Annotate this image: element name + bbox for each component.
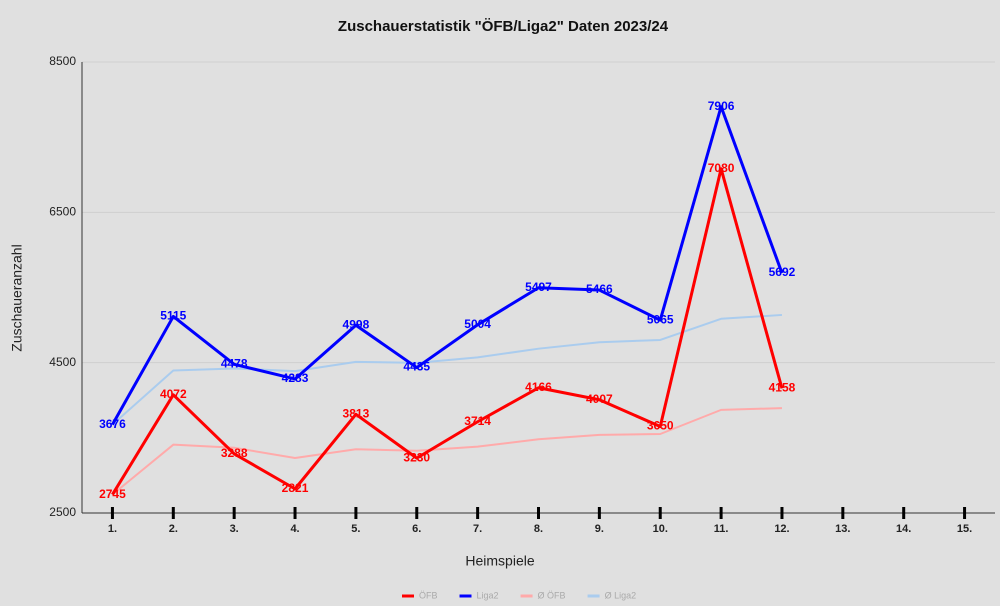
x-tick (963, 507, 967, 519)
x-tick (658, 507, 662, 519)
y-axis-label: Zuschaueranzahl (9, 244, 25, 351)
legend-label: Liga2 (477, 590, 499, 600)
x-tick (476, 507, 480, 519)
x-axis-label: Heimspiele (465, 553, 534, 569)
x-tick-label: 3. (230, 523, 239, 535)
x-tick-label: 11. (714, 523, 729, 535)
legend-label: ÖFB (419, 590, 438, 600)
x-tick (110, 507, 114, 519)
y-tick-label: 8500 (49, 54, 76, 68)
x-tick-label: 10. (653, 523, 668, 535)
x-tick-label: 2. (169, 523, 178, 535)
y-tick-label: 4500 (49, 355, 76, 369)
x-tick (537, 507, 540, 519)
data-label: 7906 (708, 99, 735, 113)
data-label: 5115 (160, 309, 186, 323)
data-label: 3676 (99, 417, 126, 431)
data-label: 2821 (282, 481, 309, 495)
data-label: 2745 (99, 487, 126, 501)
x-tick-label: 7. (473, 523, 482, 535)
x-tick-label: 1. (108, 523, 117, 535)
data-label: 4435 (403, 360, 430, 374)
chart-title: Zuschauerstatistik "ÖFB/Liga2" Daten 202… (338, 18, 669, 35)
series-line (111, 105, 784, 426)
data-label: 4158 (769, 381, 796, 395)
x-tick-label: 13. (835, 523, 850, 535)
series-line (111, 167, 784, 496)
data-label: 4478 (221, 356, 248, 370)
legend-label: Ø Liga2 (605, 590, 637, 600)
data-label: 3230 (403, 450, 430, 464)
y-tick-label: 6500 (49, 205, 76, 219)
data-label: 4998 (343, 317, 370, 331)
x-tick (597, 507, 601, 519)
x-tick (415, 507, 419, 519)
x-tick (719, 507, 723, 519)
x-tick (841, 507, 845, 519)
data-label: 4283 (282, 371, 309, 385)
data-label: 3813 (343, 406, 370, 420)
data-label: 4166 (525, 380, 552, 394)
x-tick-label: 12. (774, 523, 789, 535)
y-tick-label: 2500 (49, 505, 76, 519)
x-tick (232, 507, 236, 519)
x-tick-label: 14. (896, 523, 911, 535)
series-line (111, 407, 782, 496)
data-label: 5004 (464, 317, 491, 331)
x-tick-label: 8. (534, 523, 543, 535)
x-tick-label: 5. (351, 523, 360, 535)
data-label: 5065 (647, 312, 674, 326)
series-line (111, 313, 783, 426)
x-tick (293, 507, 297, 519)
data-label: 3714 (464, 414, 491, 428)
x-tick (902, 507, 906, 519)
data-label: 4072 (160, 387, 187, 401)
legend-label: Ø ÖFB (538, 590, 566, 600)
x-tick-label: 9. (595, 523, 604, 535)
x-tick-label: 15. (957, 523, 972, 535)
x-tick (171, 507, 175, 519)
x-tick (354, 507, 358, 519)
data-label: 5466 (586, 282, 613, 296)
x-tick (780, 507, 784, 519)
data-label: 5692 (769, 265, 796, 279)
data-label: 4007 (586, 392, 613, 406)
x-tick-label: 6. (412, 523, 421, 535)
data-label: 3650 (647, 419, 674, 433)
data-label: 7080 (708, 161, 735, 175)
data-label: 5497 (525, 280, 552, 294)
x-tick-label: 4. (290, 523, 299, 535)
data-label: 3288 (221, 446, 248, 460)
